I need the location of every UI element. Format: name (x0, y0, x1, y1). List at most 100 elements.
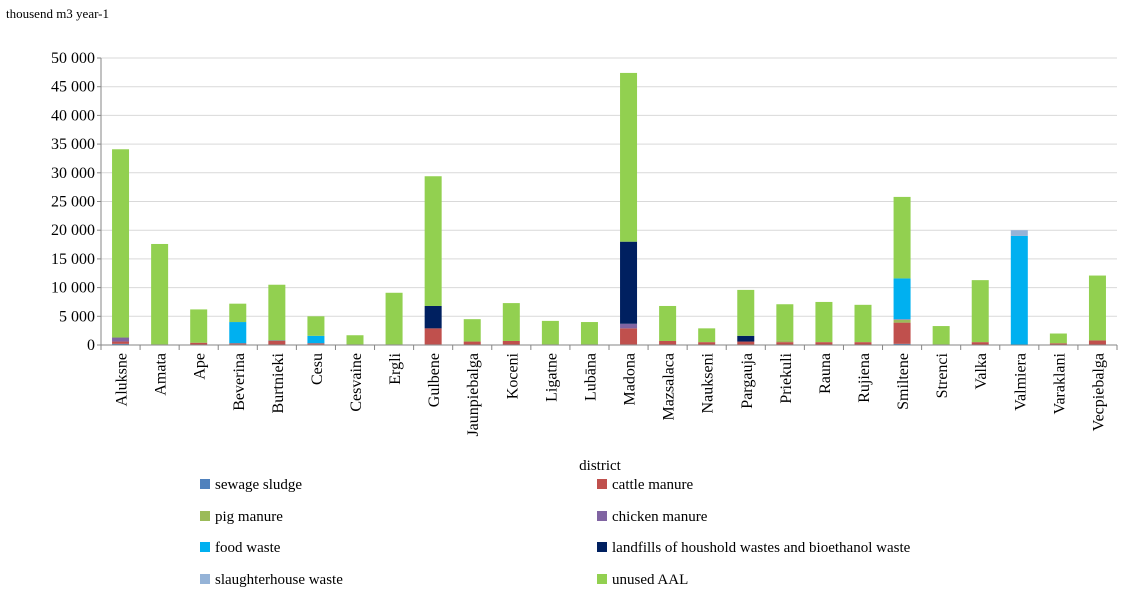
bar-segment (659, 305, 677, 341)
x-tick-label: Cesvaine (348, 353, 365, 412)
x-tick-label: Mazsalaca (661, 353, 678, 421)
bar-segment (737, 335, 755, 342)
x-tick-label: Priekuli (778, 352, 795, 403)
x-tick-label: Aluksne (114, 353, 131, 406)
bar-segment (1088, 275, 1106, 341)
y-tick-label: 20 000 (51, 222, 95, 239)
bar-segment (776, 340, 794, 343)
y-tick-label: 5 000 (59, 308, 95, 325)
x-tick-label: Koceni (504, 352, 521, 399)
bar-segment (893, 343, 911, 345)
y-tick-label: 0 (87, 337, 95, 354)
bar-segment (463, 319, 481, 342)
bar-segment (854, 304, 872, 343)
legend-label: landfills of houshold wastes and bioetha… (612, 540, 911, 556)
bar-segment (385, 292, 403, 345)
bar-segment (659, 340, 677, 345)
x-tick-label: Valka (973, 353, 990, 389)
bar-segment (854, 342, 872, 345)
legend-swatch (597, 542, 607, 552)
y-tick-label: 40 000 (51, 107, 95, 124)
legend-swatch (200, 574, 210, 584)
bar-segment (776, 304, 794, 341)
x-tick-label: Ligatne (543, 353, 560, 402)
bar-segment (151, 243, 169, 345)
y-tick-labels: 0 5 000 10 000 15 000 20 000 25 000 30 000 35 0… (51, 50, 95, 354)
x-tick-labels: Aluksne Amata Ape Beverina Burtnieki Cesu Cesv… (114, 352, 1108, 436)
bar-segment (307, 316, 325, 336)
bar-segment (190, 342, 208, 345)
bar-segment (580, 322, 598, 345)
legend-swatch (597, 511, 607, 521)
bar-segment (463, 341, 481, 345)
bar-segment (1010, 230, 1028, 236)
legend-label: sewage sludge (215, 477, 302, 493)
bar-segment (971, 342, 989, 345)
bar-segment (1049, 333, 1067, 344)
legend-label: food waste (215, 540, 281, 556)
y-tick-label: 30 000 (51, 165, 95, 182)
x-axis-label: district (579, 458, 621, 474)
bar-segment (502, 340, 520, 345)
bar-segment (893, 278, 911, 320)
y-tick-label: 10 000 (51, 280, 95, 297)
bars (112, 72, 1106, 345)
bar-segment (815, 342, 833, 345)
bar-segment (229, 343, 247, 345)
x-tick-label: Varaklani (1051, 352, 1068, 414)
x-tick-label: Lubāna (582, 353, 599, 401)
bar-segment (112, 149, 130, 338)
bar-segment (698, 328, 716, 343)
bar-segment (268, 284, 286, 341)
bar-segment (737, 289, 755, 336)
bar-segment (620, 241, 638, 324)
y-tick-label: 15 000 (51, 251, 95, 268)
x-tick-label: Madona (622, 353, 639, 405)
legend-swatch (597, 574, 607, 584)
bar-segment (620, 328, 638, 345)
legend: sewage sludge cattle manure pig manure chic… (200, 477, 911, 588)
legend-label: cattle manure (612, 477, 694, 493)
bar-segment (815, 301, 833, 343)
bar-segment (229, 303, 247, 323)
x-tick-label: Jaunpiebalga (465, 353, 482, 437)
y-tick-label: 35 000 (51, 136, 95, 153)
x-tick-label: Ergli (387, 352, 404, 384)
x-tick-label: Burtnieki (270, 352, 287, 413)
legend-label: unused AAL (612, 572, 688, 588)
gridlines (101, 57, 1117, 346)
bar-segment (737, 341, 755, 345)
bar-segment (1010, 235, 1028, 345)
bar-segment (112, 337, 130, 342)
legend-label: pig manure (215, 509, 283, 525)
bar-segment (893, 196, 911, 279)
bar-segment (971, 280, 989, 343)
bar-segment (893, 319, 911, 320)
bar-segment (112, 341, 130, 344)
bar-segment (776, 342, 794, 345)
bar-segment (424, 176, 442, 306)
bar-segment (190, 309, 208, 343)
bar-segment (502, 303, 520, 341)
y-tick-label: 25 000 (51, 194, 95, 211)
x-tick-label: Naukseni (700, 352, 717, 413)
bar-segment (346, 335, 364, 345)
bar-segment (932, 326, 950, 345)
x-tick-label: Strenci (934, 352, 951, 398)
bar-segment (541, 320, 559, 345)
bar-segment (307, 335, 325, 344)
x-tick-label: Cesu (309, 353, 326, 385)
x-tick-label: Ape (192, 353, 209, 380)
legend-label: chicken manure (612, 509, 708, 525)
bar-segment (112, 343, 130, 345)
x-tick-label: Valmiera (1012, 353, 1029, 411)
bar-segment (268, 340, 286, 341)
bar-segment (1049, 343, 1067, 345)
legend-label: slaughterhouse waste (215, 572, 343, 588)
x-tick-label: Vecpiebalga (1090, 353, 1107, 431)
y-unit-label: thousend m3 year-1 (6, 6, 109, 21)
y-tick-label: 45 000 (51, 79, 95, 96)
legend-swatch (597, 479, 607, 489)
bar-segment (698, 342, 716, 345)
